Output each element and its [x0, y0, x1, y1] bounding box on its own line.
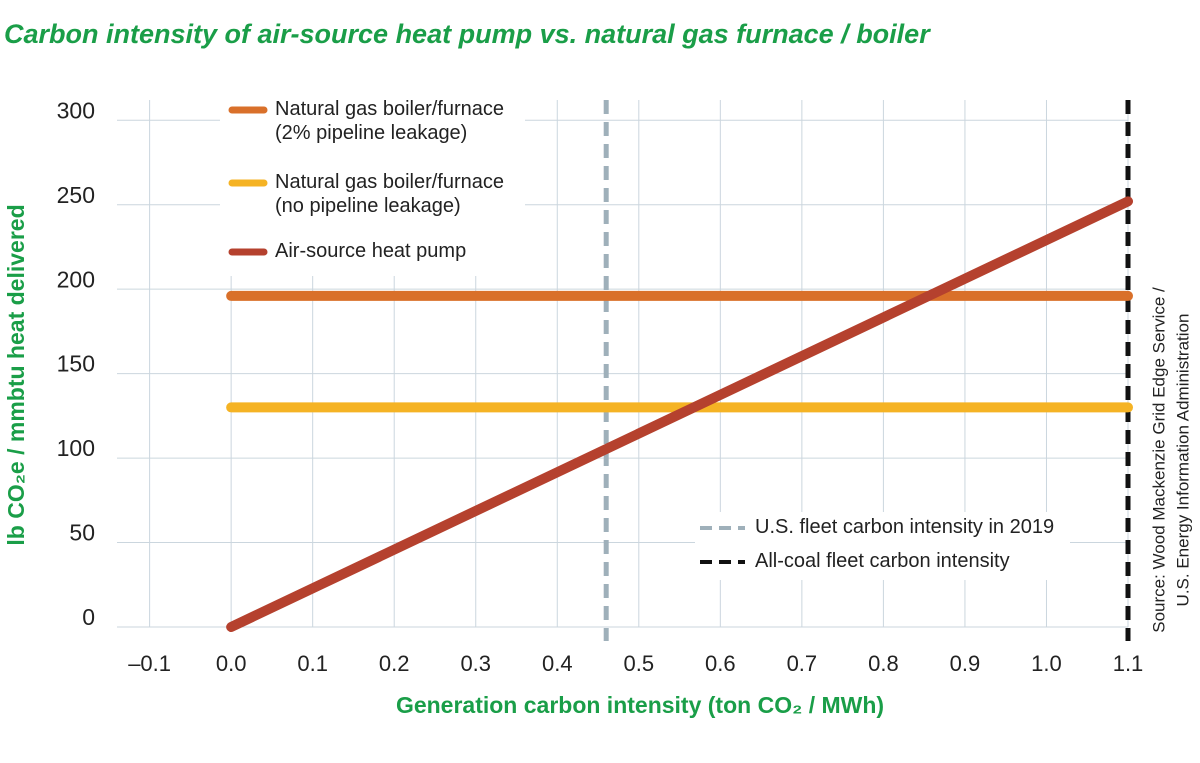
x-tick-label: 0.7	[787, 651, 818, 676]
chart-title: Carbon intensity of air-source heat pump…	[4, 19, 931, 49]
x-tick-label: 1.0	[1031, 651, 1062, 676]
y-tick-label: 150	[57, 351, 95, 377]
source-text: Source: Wood Mackenzie Grid Edge Service…	[1149, 287, 1168, 633]
x-tick-label: 0.9	[950, 651, 981, 676]
x-tick-label: 0.1	[297, 651, 328, 676]
x-tick-label: –0.1	[128, 651, 171, 676]
x-axis-label: Generation carbon intensity (ton CO₂ / M…	[396, 692, 884, 718]
x-tick-label: 0.3	[460, 651, 491, 676]
legend-label: Natural gas boiler/furnace (no pipeline …	[275, 171, 505, 217]
data-line	[226, 196, 1133, 632]
y-tick-label: 200	[57, 266, 95, 292]
x-tick-label: 1.1	[1113, 651, 1144, 676]
legend-box	[220, 96, 525, 276]
x-tick-label: 0.6	[705, 651, 736, 676]
y-tick-label: 300	[57, 97, 95, 123]
x-tick-label: 0.0	[216, 651, 247, 676]
y-tick-label: 100	[57, 435, 95, 461]
y-axis-label: lb CO₂e / mmbtu heat delivered	[3, 204, 29, 545]
legend-label: All-coal fleet carbon intensity	[755, 550, 1010, 572]
legend-box	[695, 512, 1070, 580]
x-tick-label: 0.2	[379, 651, 410, 676]
legend-label: Air-source heat pump	[275, 240, 467, 262]
source-text: U.S. Energy Information Administration	[1173, 314, 1192, 607]
y-tick-label: 50	[69, 520, 95, 546]
x-tick-label: 0.4	[542, 651, 573, 676]
legend-label: U.S. fleet carbon intensity in 2019	[755, 516, 1055, 538]
y-tick-label: 0	[82, 604, 95, 630]
x-tick-label: 0.8	[868, 651, 899, 676]
x-tick-label: 0.5	[624, 651, 655, 676]
legend-label: Natural gas boiler/furnace (2% pipeline …	[275, 98, 505, 144]
y-tick-label: 250	[57, 182, 95, 208]
